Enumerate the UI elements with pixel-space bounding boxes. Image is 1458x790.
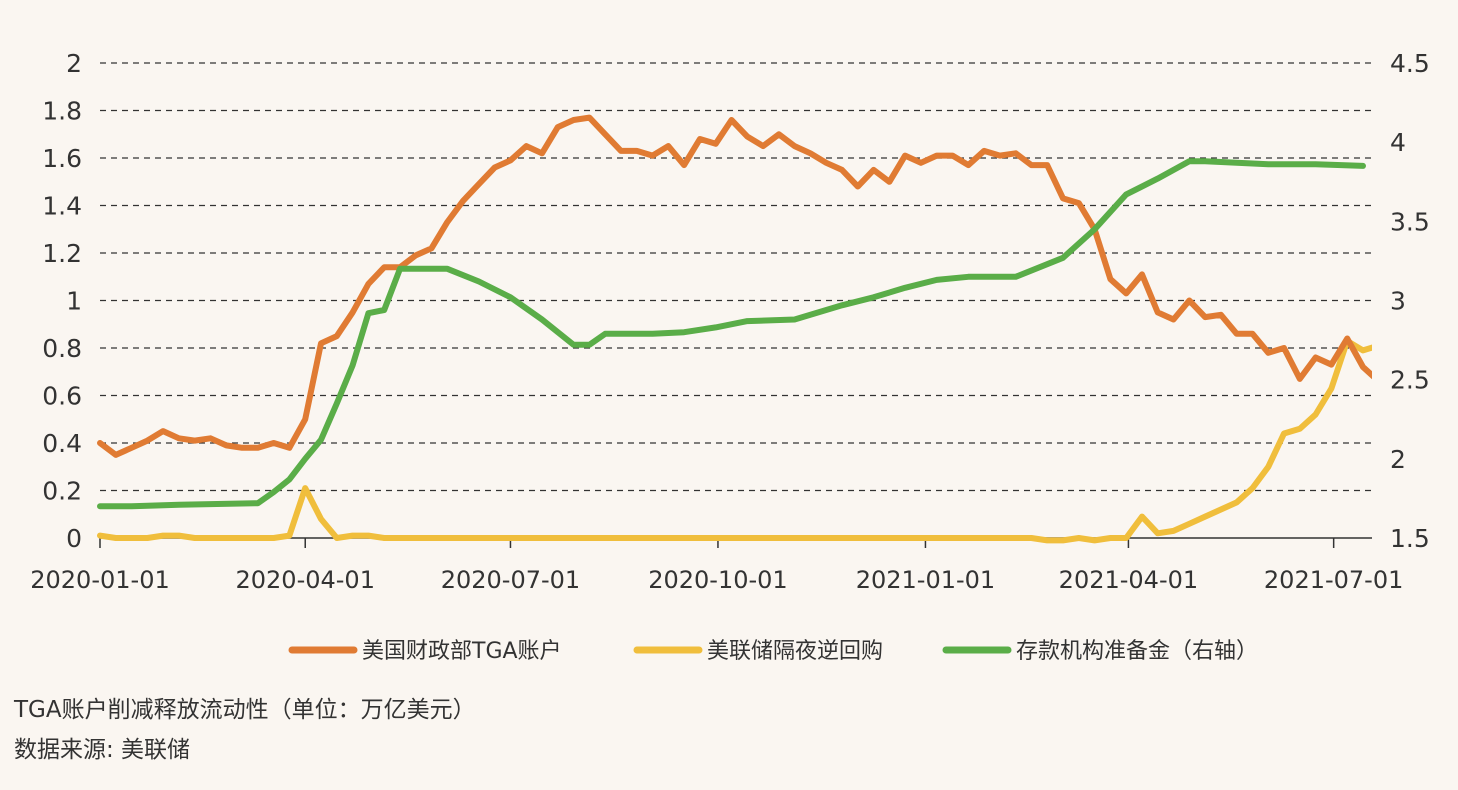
x-tick-label: 2021-07-01 bbox=[1264, 566, 1403, 594]
series-line-1 bbox=[97, 337, 1372, 544]
x-tick-label: 2020-01-01 bbox=[30, 566, 169, 594]
x-axis: 2020-01-01 2020-04-01 2020-07-01 2020-10-01… bbox=[30, 537, 1403, 594]
y-right-tick-label: 1.5 bbox=[1390, 524, 1430, 553]
y-left-tick-label: 0.4 bbox=[42, 429, 82, 458]
grid-layer bbox=[100, 62, 1372, 492]
x-tick-label: 2020-07-01 bbox=[441, 566, 580, 594]
legend-label: 存款机构准备金（右轴） bbox=[1016, 639, 1258, 664]
y-left-tick-label: 1 bbox=[66, 287, 82, 316]
chart-caption: TGA账户削减释放流动性（单位：万亿美元） bbox=[14, 697, 476, 723]
y-right-tick-label: 4.5 bbox=[1390, 49, 1430, 78]
x-tick-label: 2020-04-01 bbox=[235, 566, 374, 594]
legend-label: 美联储隔夜逆回购 bbox=[707, 639, 883, 664]
series-lines bbox=[97, 114, 1372, 544]
y-left-tick-label: 1.6 bbox=[42, 144, 82, 173]
legend: 美国财政部TGA账户 美联储隔夜逆回购 存款机构准备金（右轴） bbox=[288, 639, 1258, 664]
data-source: 数据来源: 美联储 bbox=[14, 737, 191, 763]
y-left-tick-label: 0.2 bbox=[42, 477, 82, 506]
series-line-0 bbox=[97, 114, 1372, 458]
y-left-tick-label: 0 bbox=[66, 524, 82, 553]
legend-label: 美国财政部TGA账户 bbox=[362, 639, 562, 664]
axis-left-labels: 0 0.2 0.4 0.6 0.8 1 1.2 1.4 1.6 1.8 2 bbox=[42, 49, 82, 553]
chart-svg: 0 0.2 0.4 0.6 0.8 1 1.2 1.4 1.6 1.8 2 1.5 2 2.5 3 3.5 4… bbox=[30, 49, 1430, 664]
y-left-tick-label: 0.8 bbox=[42, 334, 82, 363]
y-right-tick-label: 3 bbox=[1390, 287, 1406, 316]
y-left-tick-label: 1.4 bbox=[42, 192, 82, 221]
axis-right-labels: 1.5 2 2.5 3 3.5 4 4.5 bbox=[1390, 49, 1430, 553]
x-tick-label: 2020-10-01 bbox=[648, 566, 787, 594]
y-left-tick-label: 0.6 bbox=[42, 382, 82, 411]
y-right-tick-label: 4 bbox=[1390, 128, 1406, 157]
y-left-tick-label: 1.2 bbox=[42, 239, 82, 268]
series-line-2 bbox=[97, 158, 1366, 510]
y-left-tick-label: 2 bbox=[66, 49, 82, 78]
x-tick-label: 2021-04-01 bbox=[1059, 566, 1198, 594]
y-right-tick-label: 2 bbox=[1390, 445, 1406, 474]
y-left-tick-label: 1.8 bbox=[42, 97, 82, 126]
x-tick-label: 2021-01-01 bbox=[856, 566, 995, 594]
y-right-tick-label: 3.5 bbox=[1390, 207, 1430, 236]
y-right-tick-label: 2.5 bbox=[1390, 366, 1430, 395]
